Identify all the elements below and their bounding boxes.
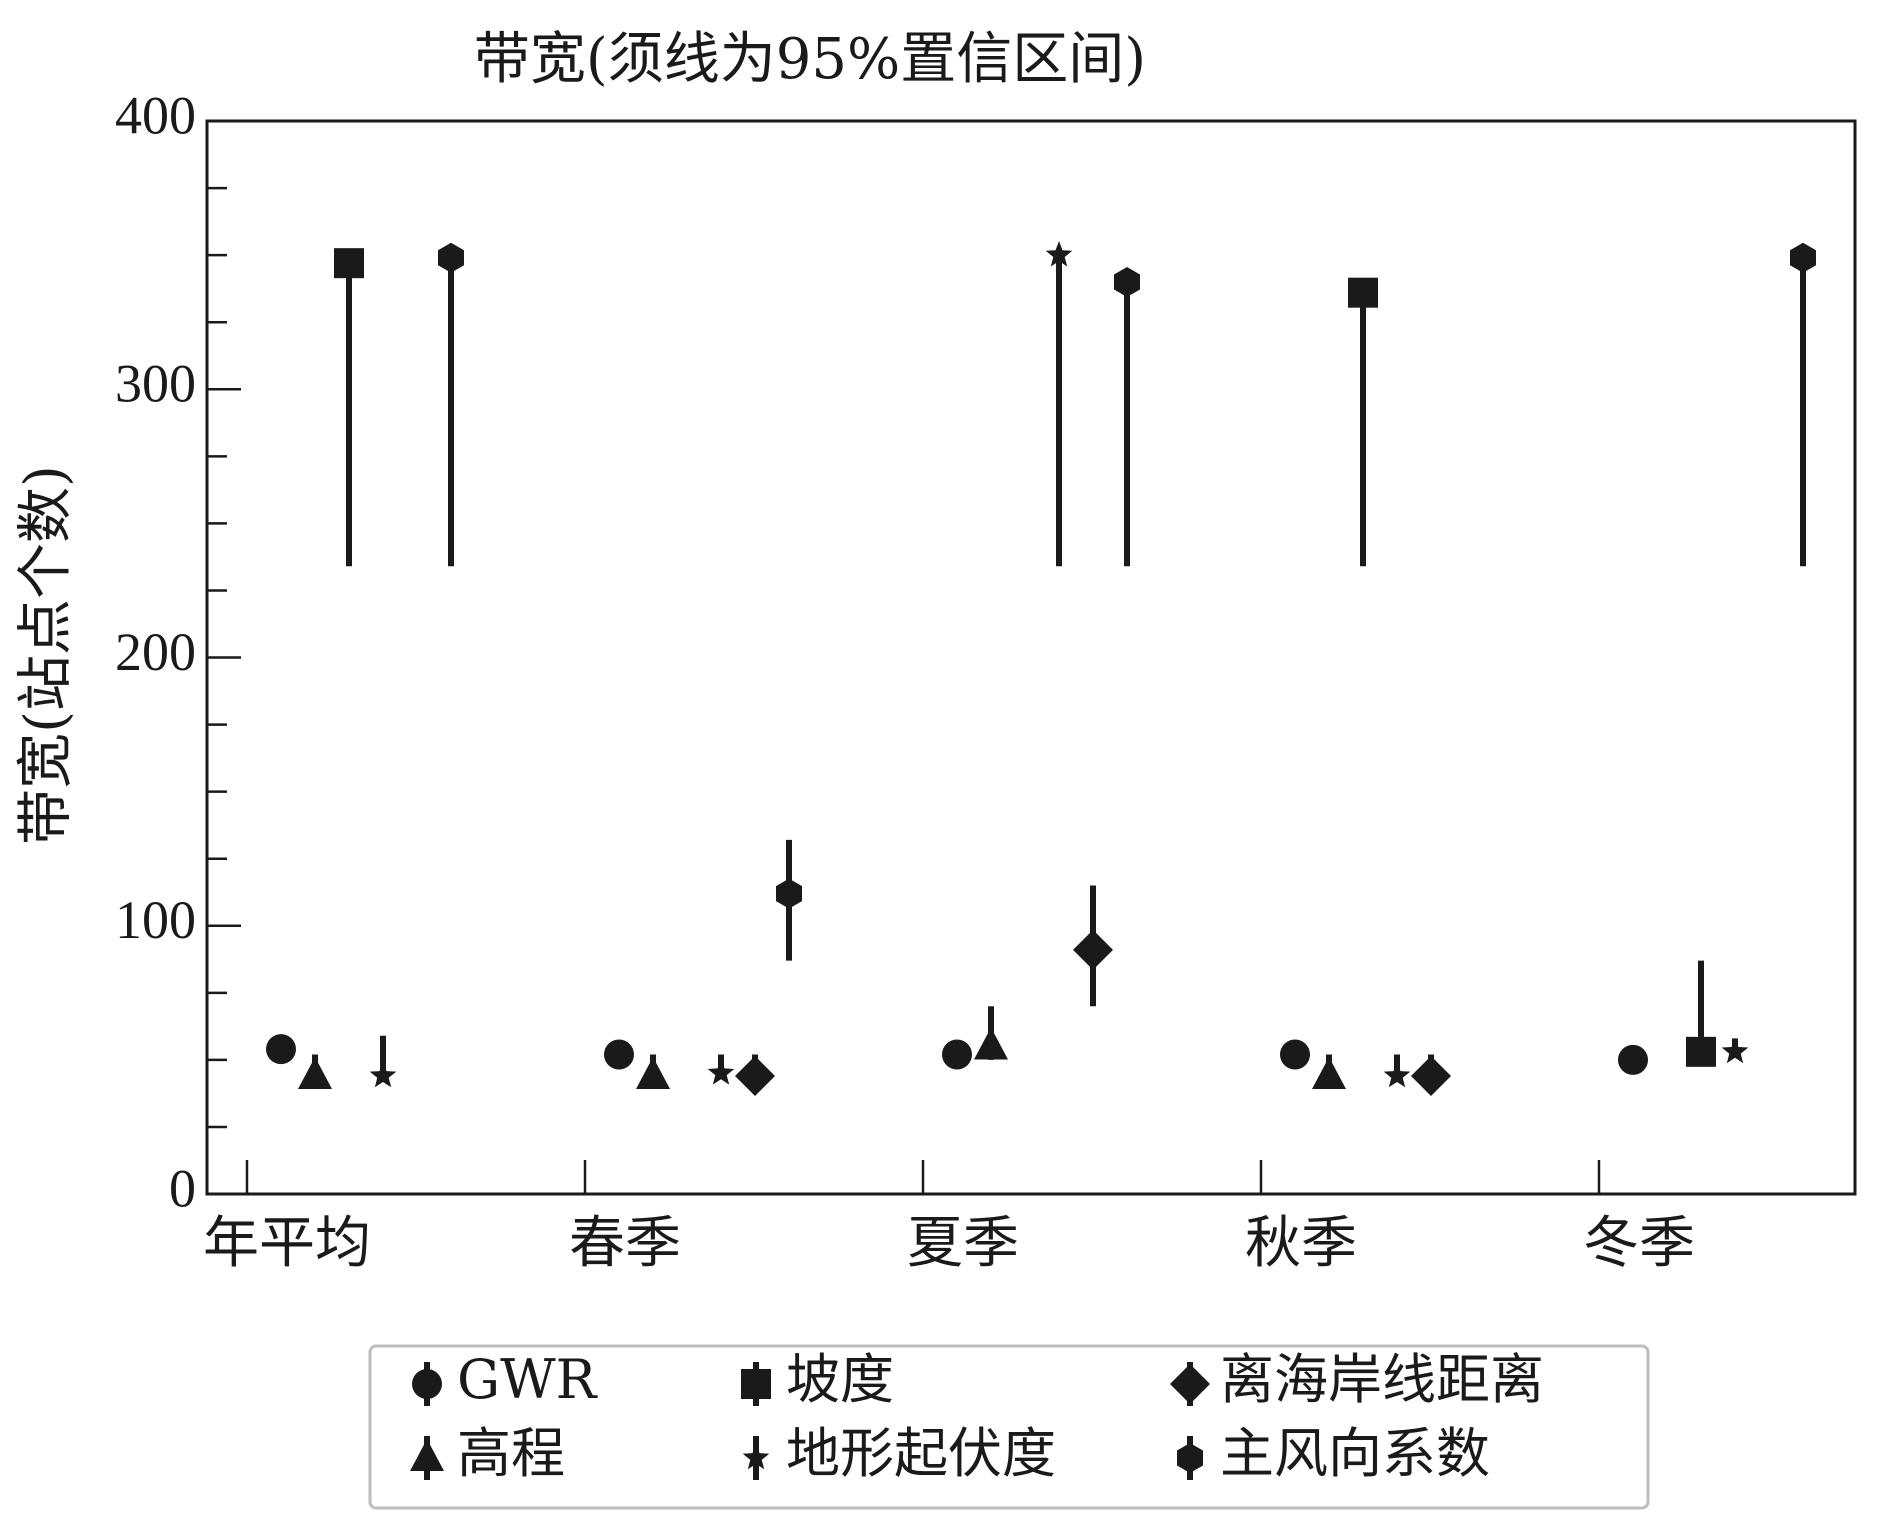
y-tick-label: 0 (169, 1158, 196, 1218)
legend-box (368, 1344, 1650, 1510)
data-marker (1114, 267, 1140, 297)
legend-item: 高程 (410, 1422, 565, 1485)
x-tick-label: 冬季 (1583, 1211, 1695, 1276)
legend-item: GWR (412, 1348, 598, 1411)
data-point (1383, 1054, 1411, 1088)
data-marker (1348, 277, 1378, 308)
x-tick-label: 夏季 (907, 1211, 1019, 1276)
x-tick-label: 秋季 (1245, 1211, 1357, 1276)
data-point (1114, 267, 1140, 567)
data-point (974, 1006, 1008, 1060)
legend-label: 地形起伏度 (786, 1422, 1056, 1485)
data-point (1073, 885, 1113, 1007)
legend-marker (1177, 1443, 1203, 1473)
data-point (1348, 277, 1378, 567)
data-marker (942, 1039, 972, 1070)
data-marker (266, 1034, 296, 1065)
data-marker (1383, 1062, 1411, 1088)
data-point (604, 1039, 634, 1070)
data-point (298, 1054, 332, 1089)
data-marker (1280, 1039, 1310, 1070)
legend-item: 地形起伏度 (742, 1422, 1056, 1485)
chart-marks (266, 241, 1816, 1096)
data-marker (974, 1027, 1008, 1060)
data-marker (1721, 1037, 1749, 1064)
legend-marker (410, 1439, 444, 1471)
data-point (1045, 241, 1073, 567)
x-tick-label: 春季 (569, 1211, 681, 1276)
legend-label: 主风向系数 (1220, 1422, 1490, 1485)
data-marker (1790, 242, 1816, 273)
data-marker (1618, 1044, 1648, 1075)
data-point (1411, 1054, 1451, 1096)
data-point (369, 1035, 397, 1088)
legend-item: 主风向系数 (1177, 1422, 1490, 1485)
legend-marker (412, 1369, 442, 1399)
data-point (1312, 1054, 1346, 1089)
legend-label: 离海岸线距离 (1220, 1348, 1544, 1411)
data-marker (776, 878, 802, 909)
data-point (334, 248, 364, 567)
data-marker (438, 242, 464, 273)
data-point (1686, 960, 1716, 1067)
chart-title: 带宽(须线为95%置信区间) (474, 27, 1146, 92)
y-axis-label: 带宽(站点个数) (14, 465, 79, 845)
data-point (636, 1054, 670, 1089)
legend-item: 坡度 (741, 1348, 894, 1411)
data-marker (1045, 241, 1073, 267)
y-tick-label: 200 (115, 622, 196, 682)
data-marker (298, 1056, 332, 1089)
legend-label: GWR (457, 1348, 598, 1411)
axis-ticks: 0 100 200 300 400 年平均 春季 夏季 秋季 冬季 (115, 85, 1695, 1276)
plot-frame (205, 119, 1857, 1196)
data-marker (636, 1056, 670, 1089)
data-marker (1073, 929, 1113, 970)
data-marker (334, 248, 364, 279)
data-marker (369, 1062, 397, 1088)
data-point (1618, 1044, 1648, 1075)
data-marker (1411, 1055, 1451, 1096)
x-tick-label: 年平均 (203, 1211, 371, 1276)
legend-marker (741, 1369, 771, 1399)
legend-label: 坡度 (786, 1348, 894, 1411)
data-point (1790, 242, 1816, 567)
data-point (266, 1034, 296, 1065)
data-marker (735, 1055, 775, 1096)
data-point (735, 1054, 775, 1096)
legend-marker (1170, 1364, 1210, 1404)
legend-label: 高程 (457, 1422, 565, 1485)
data-point (438, 242, 464, 567)
data-point (1721, 1037, 1749, 1064)
data-marker (604, 1039, 634, 1070)
y-tick-label: 100 (115, 890, 196, 950)
data-marker (707, 1059, 735, 1085)
y-tick-label: 300 (115, 354, 196, 414)
data-marker (1686, 1036, 1716, 1067)
legend-item: 离海岸线距离 (1170, 1348, 1544, 1411)
data-point (707, 1054, 735, 1085)
data-point (776, 839, 802, 961)
data-point (1280, 1039, 1310, 1070)
data-point (942, 1039, 972, 1070)
legend-marker (742, 1444, 770, 1470)
data-marker (1312, 1056, 1346, 1089)
y-tick-label: 400 (115, 85, 196, 145)
